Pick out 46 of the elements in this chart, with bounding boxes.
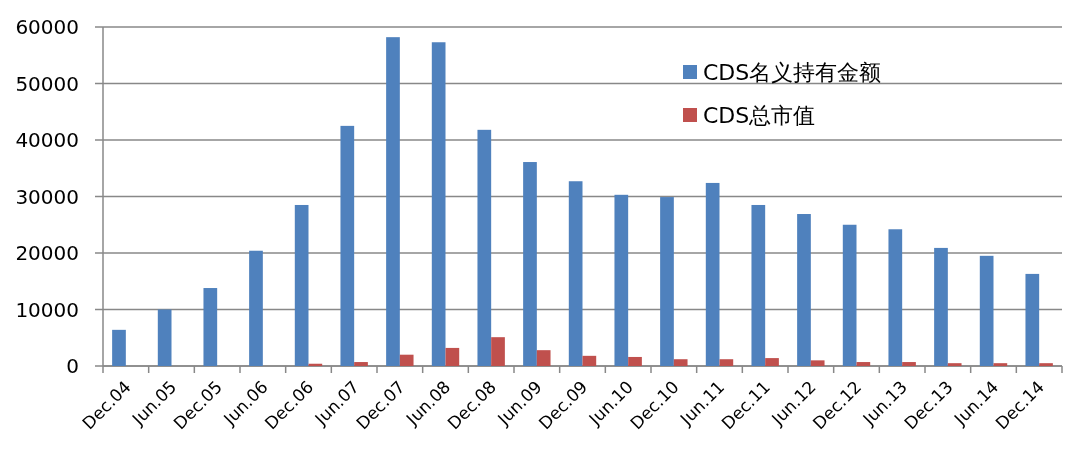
bar (523, 162, 537, 366)
y-tick-label: 60000 (15, 15, 79, 39)
bar (765, 358, 779, 366)
bar (993, 363, 1008, 366)
y-tick-label: 20000 (15, 241, 79, 265)
bar (719, 359, 734, 366)
bar (673, 359, 688, 366)
y-tick-label: 10000 (15, 297, 79, 322)
bar (947, 363, 962, 366)
bar (568, 181, 583, 366)
bar (477, 129, 492, 366)
bar (888, 229, 903, 366)
bar (582, 355, 597, 366)
bar (628, 356, 642, 366)
bar (294, 204, 309, 366)
legend-label: CDS名义持有金额 (703, 60, 882, 85)
bar (751, 204, 766, 366)
y-tick-label: 50000 (15, 71, 79, 96)
bar (979, 255, 994, 366)
bar (203, 288, 218, 366)
bar (112, 329, 126, 366)
bar (614, 194, 629, 366)
bar (249, 250, 263, 366)
bar (491, 337, 505, 366)
bar (1025, 273, 1040, 366)
bar (705, 182, 720, 366)
bar (660, 197, 674, 366)
bar (386, 37, 400, 366)
bar (1039, 363, 1053, 366)
bar (842, 224, 857, 366)
bar (856, 362, 871, 366)
bar (431, 42, 446, 366)
bar (157, 309, 172, 366)
y-tick-label: 0 (66, 354, 79, 378)
bar (797, 214, 811, 366)
bar (902, 362, 916, 366)
y-tick-label: 40000 (15, 128, 79, 152)
bar (934, 247, 948, 366)
legend-label: CDS总市值 (703, 103, 816, 128)
bar (399, 354, 414, 366)
bar (340, 125, 355, 366)
y-tick-label: 30000 (15, 184, 79, 209)
bar (536, 350, 551, 366)
bar (354, 362, 368, 366)
bar (810, 360, 825, 366)
bar (445, 347, 460, 366)
